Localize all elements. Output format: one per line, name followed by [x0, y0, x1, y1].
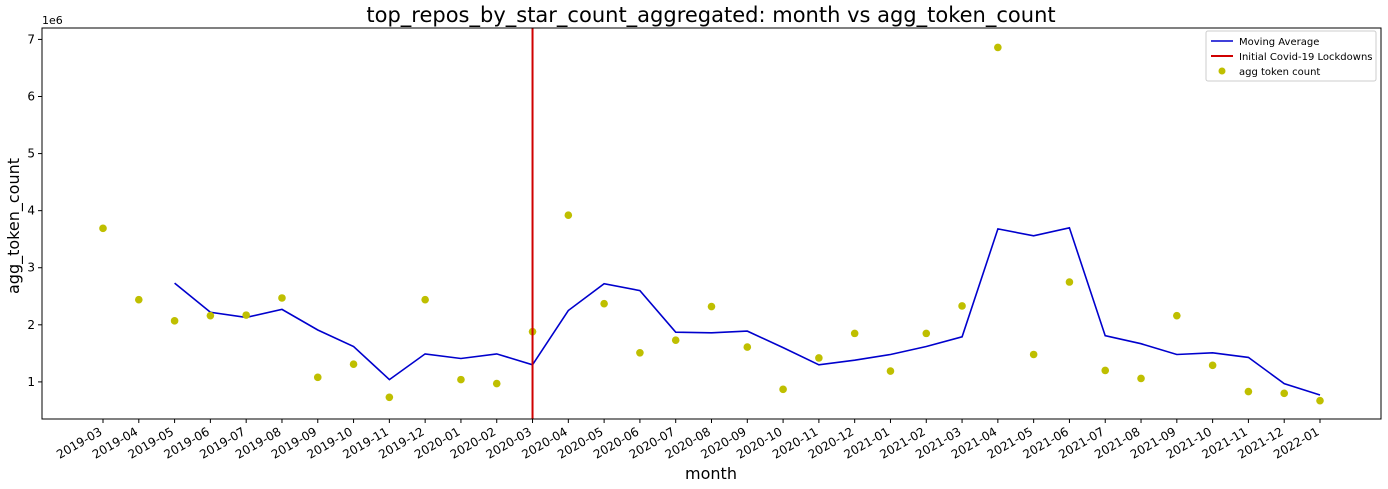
agg-token-count-point: [99, 224, 107, 233]
agg-token-count-point: [886, 367, 895, 375]
y-tick-label: 5: [27, 147, 35, 161]
agg-token-count-point: [170, 317, 179, 325]
legend-label-covid-lockdowns: Initial Covid-19 Lockdowns: [1239, 52, 1373, 63]
plot-area: 12345672019-032019-042019-052019-062019-…: [27, 28, 1324, 462]
x-axis-label: month: [685, 464, 737, 483]
agg-token-count-point: [1244, 387, 1253, 396]
agg-token-count-point: [564, 211, 573, 220]
agg-token-count-point: [1173, 311, 1181, 320]
chart-title: top_repos_by_star_count_aggregated: mont…: [366, 3, 1055, 28]
agg-token-count-point: [278, 294, 286, 302]
agg-token-count-point: [707, 302, 716, 311]
agg-token-count-point: [994, 43, 1002, 52]
y-tick-label: 6: [27, 89, 35, 103]
agg-token-count-point: [958, 302, 966, 310]
agg-token-count-point: [1280, 389, 1289, 398]
moving-average-line: [174, 226, 1321, 396]
legend-box: [1205, 30, 1377, 82]
agg-token-count-point: [1316, 396, 1324, 405]
agg-token-count-point: [779, 385, 787, 394]
agg-token-count-point: [492, 379, 501, 388]
agg-token-count-point: [1208, 361, 1217, 370]
agg-token-count-point: [421, 295, 429, 304]
y-tick-label: 1: [27, 375, 35, 389]
agg-token-count-point: [242, 311, 250, 319]
agg-token-count-point: [922, 329, 931, 338]
y-scale-label: 1e6: [42, 14, 63, 27]
agg-token-count-point: [134, 295, 143, 304]
agg-token-count-point: [850, 329, 859, 338]
y-axis-label: agg_token_count: [4, 158, 24, 294]
agg-token-count-point: [743, 343, 752, 351]
agg-token-count-point: [600, 299, 608, 308]
y-tick-label: 2: [27, 318, 35, 332]
agg-token-count-point: [349, 360, 358, 369]
y-tick-label: 7: [27, 32, 35, 46]
y-tick-label: 3: [27, 261, 35, 275]
agg-token-count-point: [1029, 350, 1038, 359]
legend-swatch-agg-token-count: [1218, 67, 1226, 75]
agg-token-count-point: [671, 336, 680, 345]
agg-token-count-point: [636, 348, 644, 357]
agg-token-count-point: [1101, 366, 1110, 375]
agg-token-count-point: [1065, 278, 1074, 286]
agg-token-count-point: [1137, 374, 1145, 383]
agg-token-count-point: [457, 375, 465, 384]
plot-frame: [41, 27, 1382, 420]
agg-token-count-point: [385, 393, 394, 402]
legend-label-agg-token-count: agg token count: [1239, 67, 1320, 78]
y-tick-label: 4: [27, 204, 35, 218]
legend: Moving Average Initial Covid-19 Lockdown…: [1205, 30, 1377, 82]
agg-token-count-point: [815, 354, 823, 362]
agg-token-count-point: [313, 373, 322, 382]
legend-label-moving-average: Moving Average: [1239, 37, 1319, 48]
agg-token-count-point: [206, 311, 215, 320]
